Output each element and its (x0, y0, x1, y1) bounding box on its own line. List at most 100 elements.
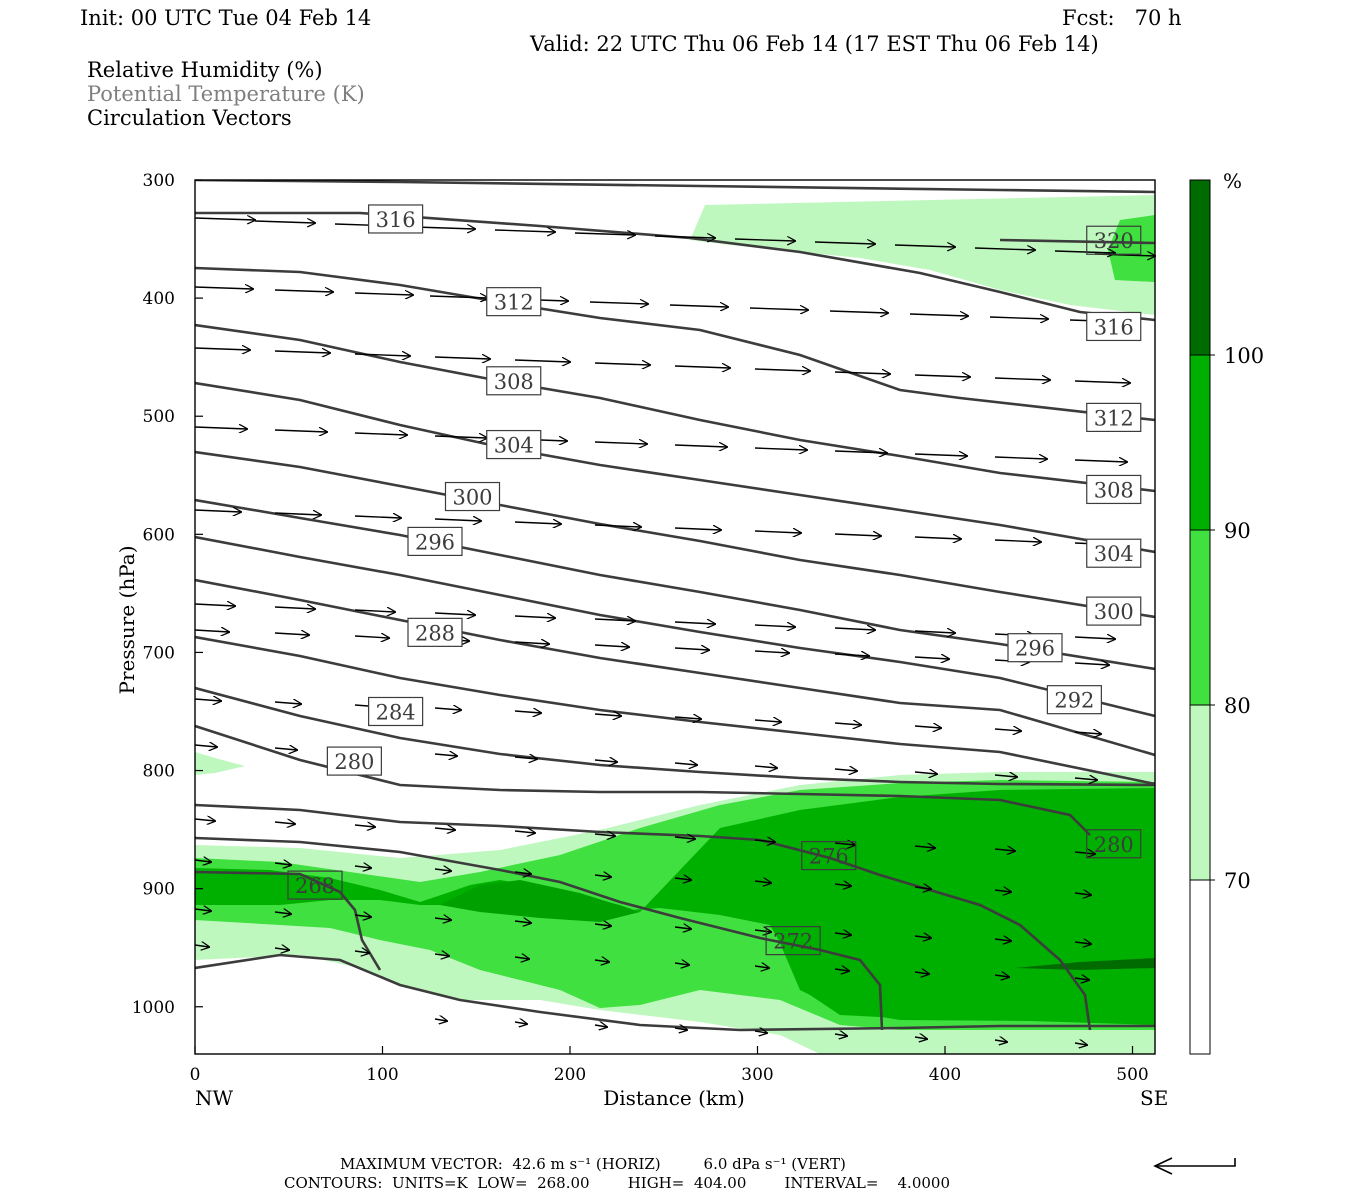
contour-label: 304 (1094, 542, 1134, 566)
y-tick-label: 900 (143, 880, 175, 900)
circulation-vector (594, 714, 621, 716)
circulation-vector (354, 293, 413, 295)
x-tick-label: 200 (554, 1065, 586, 1085)
circulation-vector (914, 772, 937, 774)
circulation-vector (1074, 942, 1091, 944)
circulation-vector (1074, 978, 1089, 980)
circulation-vector (1074, 1043, 1087, 1045)
circulation-vector (834, 654, 869, 656)
colorbar: % 70 80 90 100 (1189, 169, 1264, 1055)
circulation-vector (674, 878, 691, 880)
x-tick-label: 0 (190, 1065, 201, 1085)
contour-label: 304 (494, 434, 534, 458)
circulation-vector (354, 825, 375, 827)
reference-vector-arrow (1153, 1157, 1236, 1175)
rh-area-70-upper (690, 195, 1155, 315)
circulation-vector (914, 726, 941, 728)
circulation-vector (274, 748, 297, 750)
init-time: Init: 00 UTC Tue 04 Feb 14 (80, 6, 372, 30)
circulation-vector (434, 708, 461, 710)
contour-label-box (1007, 633, 1063, 663)
circulation-vector (414, 227, 475, 229)
circulation-vector (734, 239, 795, 241)
circulation-vector (594, 1025, 607, 1027)
circulation-vector (1074, 778, 1097, 780)
y-axis-title: Pressure (hPa) (115, 546, 139, 695)
contour-label-box (1086, 474, 1142, 505)
theta-line-284 (195, 635, 1155, 786)
circulation-vector (654, 236, 715, 238)
circulation-vector (994, 540, 1041, 542)
theta-line-304 (195, 381, 1155, 554)
circulation-vector (834, 628, 875, 630)
x-end-label-right: SE (1140, 1086, 1168, 1110)
circulation-vector (674, 927, 691, 929)
circulation-vector (354, 866, 371, 868)
circulation-vector (1074, 637, 1115, 639)
circulation-vector (914, 846, 935, 848)
contour-label-box (1086, 829, 1142, 859)
circulation-vector (754, 930, 771, 932)
circulation-vector (194, 348, 250, 350)
contour-label-box (1086, 311, 1142, 342)
theta-line-300 (195, 450, 1155, 619)
y-tick-label: 500 (143, 407, 175, 427)
circulation-vector (754, 966, 769, 968)
contour-label-box (486, 287, 542, 317)
circulation-vector (834, 1034, 847, 1036)
contour-label-box (444, 481, 501, 512)
theta-line-308 (195, 323, 1155, 493)
contour-label: 300 (1094, 600, 1134, 624)
legend-relative-humidity: Relative Humidity (%) (87, 58, 323, 82)
circulation-vector (434, 828, 455, 830)
circulation-vector (834, 534, 881, 536)
circulation-vector (354, 433, 407, 435)
circulation-vector (434, 357, 490, 359)
y-tick-label: 1000 (132, 998, 175, 1018)
circulation-vector (194, 860, 211, 862)
colorbar-label-70: 70 (1224, 869, 1251, 893)
contour-label-box (1086, 538, 1142, 568)
x-end-label-left: NW (195, 1086, 234, 1110)
colorbar-label-90: 90 (1224, 519, 1251, 543)
circulation-vector (1074, 460, 1127, 462)
theta-line-288 (195, 578, 1155, 757)
circulation-vector (594, 442, 647, 444)
circulation-vector (914, 537, 961, 539)
theta-line-292 (195, 535, 1155, 718)
forecast-hour: Fcst: 70 h (1062, 6, 1182, 30)
circulation-vector (274, 863, 291, 865)
circulation-vector (834, 884, 851, 886)
circulation-vector (1074, 893, 1091, 895)
circulation-vector (754, 720, 781, 722)
circulation-vector (994, 457, 1047, 459)
circulation-vector (814, 242, 875, 244)
circulation-vector (434, 869, 451, 871)
contour-label: 300 (452, 486, 492, 510)
y-tick-label: 600 (143, 525, 175, 545)
circulation-vector (594, 363, 650, 365)
circulation-vector (434, 613, 475, 615)
rh-shading (195, 195, 1155, 1054)
circulation-vector (674, 445, 727, 447)
contour-label-box (801, 840, 857, 871)
rh-area-80-upper (1108, 215, 1155, 282)
circulation-vector (514, 921, 531, 923)
x-tick-label: 100 (366, 1065, 398, 1085)
contour-label: 272 (773, 930, 813, 954)
circulation-vector (194, 218, 255, 220)
theta-line-268 (195, 870, 382, 971)
circulation-vector (754, 840, 775, 842)
contour-label: 308 (1094, 478, 1134, 502)
circulation-vector (594, 834, 615, 836)
contour-label-box (1086, 402, 1142, 432)
circulation-vector (594, 924, 611, 926)
circulation-vector (914, 972, 929, 974)
colorbar-frame (1189, 179, 1211, 1055)
circulation-vector (994, 729, 1021, 731)
circulation-vector (894, 245, 955, 247)
circulation-vector (594, 760, 617, 762)
valid-time: Valid: 22 UTC Thu 06 Feb 14 (17 EST Thu … (530, 32, 1099, 56)
contour-label: 292 (1054, 689, 1094, 713)
circulation-vector (514, 872, 531, 874)
